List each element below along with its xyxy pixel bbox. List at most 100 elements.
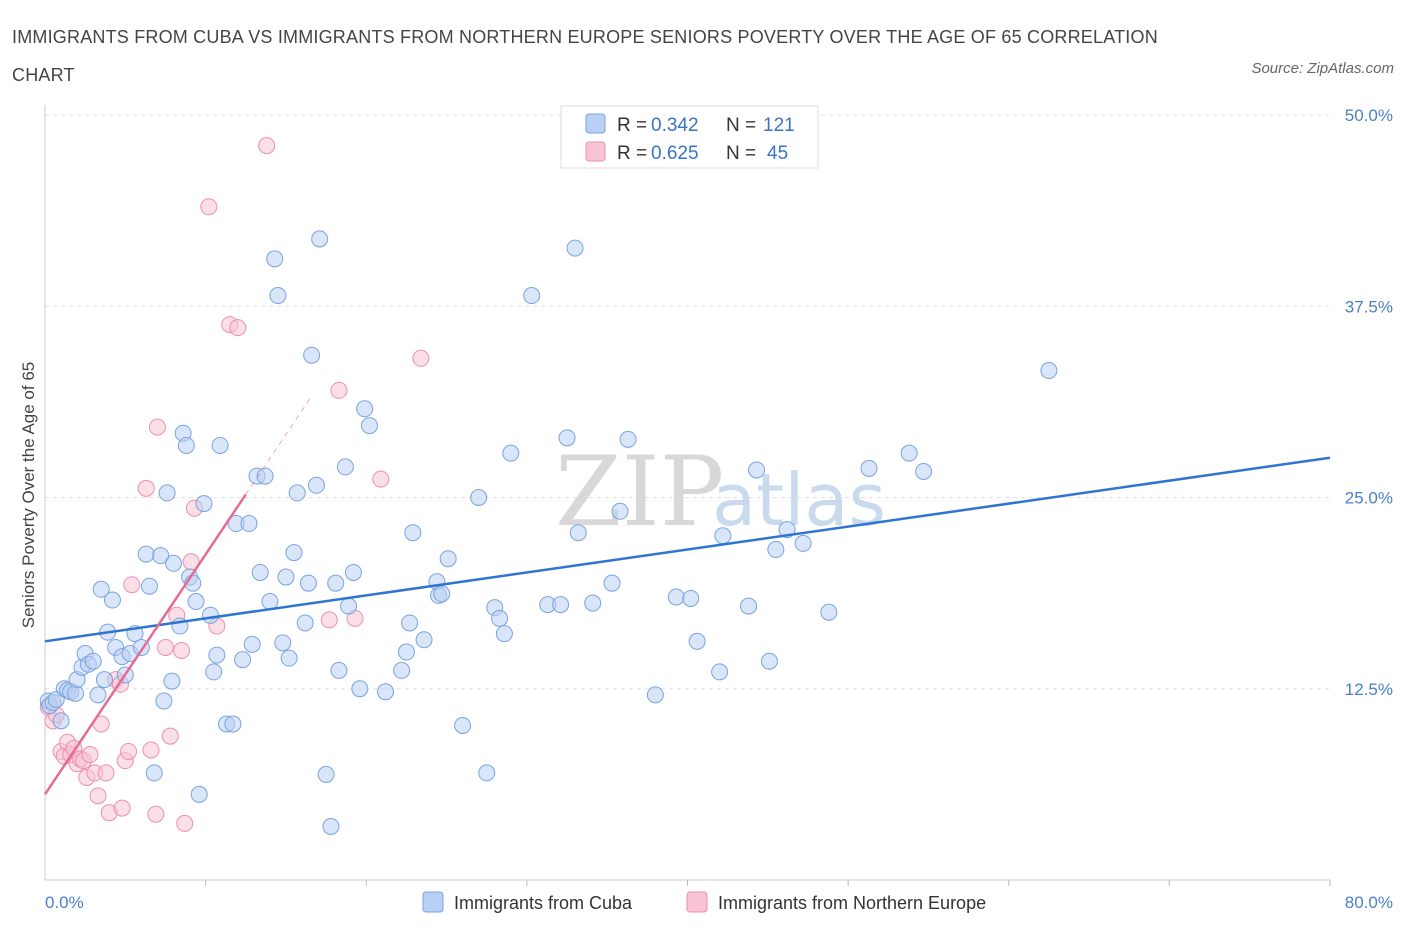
data-point-cuba	[177, 436, 195, 454]
data-point-cuba	[234, 651, 252, 669]
legend-cuba-r-label: R =	[617, 115, 647, 136]
data-point-cuba	[502, 444, 520, 462]
data-point-cuba	[688, 632, 706, 650]
data-point-cuba	[243, 635, 261, 653]
chart-title: IMMIGRANTS FROM CUBA VS IMMIGRANTS FROM …	[12, 27, 1158, 85]
legend-ne-n-label: N =	[726, 143, 756, 164]
data-point-cuba	[285, 544, 303, 562]
data-point-cuba	[393, 661, 411, 679]
data-point-cuba	[95, 671, 113, 689]
data-point-cuba	[682, 589, 700, 607]
data-point-cuba	[208, 646, 226, 664]
data-point-cuba	[495, 625, 513, 643]
data-point-cuba	[356, 400, 374, 418]
x-ticks	[205, 880, 1331, 886]
data-point-cuba	[303, 346, 321, 364]
data-point-cuba	[566, 239, 584, 257]
data-point-cuba	[140, 577, 158, 595]
data-point-northern-europe	[148, 418, 166, 436]
data-point-cuba	[201, 606, 219, 624]
source-label: Source: ZipAtlas.com	[1251, 60, 1394, 77]
data-point-cuba	[92, 580, 110, 598]
data-point-cuba	[470, 489, 488, 506]
data-point-cuba	[274, 634, 292, 652]
x-tick-label-min: 0.0%	[45, 893, 84, 912]
data-point-cuba	[711, 663, 729, 681]
data-point-cuba	[611, 502, 629, 520]
data-point-cuba	[89, 686, 107, 704]
data-point-cuba	[714, 527, 732, 545]
data-point-cuba	[269, 287, 287, 305]
data-point-cuba	[360, 417, 378, 435]
data-point-cuba	[155, 692, 173, 710]
data-point-cuba	[195, 495, 213, 513]
data-point-northern-europe	[320, 611, 338, 629]
bottom-legend-ne: Immigrants from Northern Europe	[718, 893, 986, 913]
data-point-northern-europe	[229, 319, 247, 337]
data-point-northern-europe	[173, 642, 191, 659]
data-point-cuba	[478, 764, 496, 782]
data-point-northern-europe	[147, 805, 165, 823]
data-point-cuba	[558, 429, 576, 447]
x-tick-label-max: 80.0%	[1345, 893, 1393, 912]
data-point-northern-europe	[161, 727, 179, 745]
data-point-cuba	[344, 563, 362, 581]
bottom-legend-cuba: Immigrants from Cuba	[454, 893, 633, 913]
data-point-cuba	[552, 596, 570, 614]
legend-swatch-ne	[585, 141, 606, 162]
data-point-cuba	[145, 764, 163, 782]
data-point-cuba	[767, 541, 785, 559]
data-point-cuba	[415, 631, 433, 649]
data-point-cuba	[224, 715, 242, 733]
y-tick-label: 37.5%	[1345, 297, 1393, 316]
data-point-cuba	[103, 591, 121, 609]
watermark-atlas: atlas	[712, 458, 886, 542]
data-point-cuba	[330, 661, 348, 679]
data-point-cuba	[794, 534, 812, 552]
data-point-cuba	[190, 785, 208, 803]
y-tick-labels: 12.5% 25.0% 37.5% 50.0%	[1345, 106, 1393, 699]
bottom-legend-swatch-ne	[686, 891, 708, 913]
watermark: ZIP atlas	[555, 436, 886, 548]
data-point-cuba	[401, 614, 419, 632]
data-point-cuba	[266, 250, 284, 268]
data-point-northern-europe	[330, 381, 348, 399]
legend-ne-r-value: 0.625	[651, 143, 699, 164]
bottom-legend-swatch-cuba	[422, 891, 444, 913]
trend-lines	[43, 395, 1331, 796]
data-point-cuba	[163, 672, 181, 690]
data-point-cuba	[299, 574, 317, 592]
data-point-cuba	[205, 663, 223, 681]
data-point-cuba	[322, 817, 340, 835]
data-point-cuba	[454, 716, 472, 734]
data-point-cuba	[296, 614, 314, 632]
data-point-cuba	[280, 649, 298, 667]
data-point-cuba	[137, 545, 155, 563]
data-point-cuba	[251, 563, 269, 581]
data-point-cuba	[351, 680, 369, 698]
data-point-cuba	[667, 588, 685, 606]
data-point-cuba	[491, 609, 509, 627]
data-point-cuba	[439, 550, 457, 568]
data-point-cuba	[397, 643, 415, 661]
legend-cuba-r-value: 0.342	[651, 115, 699, 136]
data-point-cuba	[187, 593, 205, 611]
y-tick-label: 12.5%	[1345, 680, 1393, 699]
data-point-cuba	[158, 484, 176, 502]
data-point-cuba	[165, 554, 182, 572]
data-point-northern-europe	[81, 746, 99, 764]
trend-line-cuba	[44, 456, 1331, 643]
data-point-northern-europe	[176, 814, 194, 832]
data-point-cuba	[619, 430, 637, 448]
data-point-northern-europe	[137, 479, 155, 497]
data-point-cuba	[900, 444, 918, 462]
y-tick-label: 50.0%	[1345, 106, 1393, 125]
data-point-cuba	[433, 585, 451, 603]
legend-ne-r-label: R =	[617, 143, 647, 164]
data-point-cuba	[84, 652, 102, 670]
data-point-northern-europe	[372, 470, 390, 488]
legend-cuba-n-value: 121	[763, 115, 795, 136]
series-cuba-points	[39, 230, 1058, 835]
y-axis-label: Seniors Poverty Over the Age of 65	[19, 362, 38, 628]
